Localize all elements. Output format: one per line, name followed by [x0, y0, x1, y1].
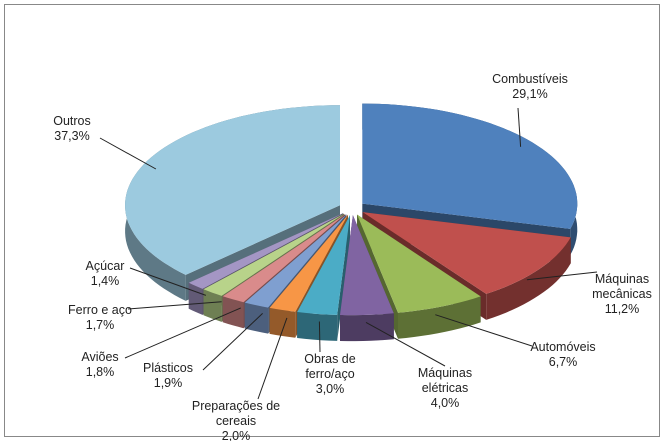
leader-line: [526, 271, 598, 281]
slice-top: [340, 215, 394, 316]
slice-name: Ferro e aço: [68, 303, 132, 317]
leader-line: [127, 301, 222, 310]
slice-value: 1,8%: [85, 365, 115, 379]
slice-label: Obras de ferro/aço 3,0%: [293, 352, 368, 397]
slice-label: Combustíveis 29,1%: [492, 72, 568, 102]
slice-top: [357, 214, 481, 313]
slice-value: 2,0%: [221, 429, 251, 441]
slice-value: 11,2%: [604, 302, 640, 316]
slice-value: 3,0%: [315, 382, 345, 396]
slice-name: Preparações de cereais: [191, 399, 281, 428]
slice-side: [486, 237, 571, 320]
leader-line: [365, 321, 446, 367]
slice-side: [398, 296, 481, 339]
slice-name: Automóveis: [530, 340, 596, 354]
slice-label: Aviões 1,8%: [81, 350, 118, 380]
leader-line: [435, 314, 533, 347]
slice-label: Plásticos 1,9%: [143, 361, 193, 391]
leader-line: [99, 137, 157, 170]
slice-label: Ferro e aço 1,7%: [68, 303, 132, 333]
slice-top: [222, 214, 346, 303]
slice-top: [269, 214, 348, 312]
slice-top: [244, 214, 347, 308]
slice-top: [188, 213, 344, 289]
slice-label: Outros 37,3%: [53, 114, 91, 144]
slice-top: [203, 213, 344, 296]
slice-value: 6,7%: [548, 355, 578, 369]
slice-label: Máquinas elétricas 4,0%: [410, 366, 480, 411]
pie-slice: [340, 215, 394, 342]
slice-side: [297, 312, 338, 341]
slice-label: Automóveis 6,7%: [530, 340, 595, 370]
leader-line: [202, 313, 263, 371]
leader-line: [318, 321, 321, 353]
slice-name: Plásticos: [142, 361, 194, 375]
leader-line: [517, 107, 522, 147]
slice-label: Máquinas mecânicas 11,2%: [586, 272, 658, 317]
slice-side: [340, 313, 394, 342]
slice-top: [297, 215, 350, 315]
slice-top: [125, 105, 340, 275]
slice-top: [362, 103, 578, 229]
slice-name: Açúcar: [85, 259, 125, 273]
slice-value: 4,0%: [430, 396, 460, 410]
slice-value: 1,4%: [90, 274, 120, 288]
slice-label: Açúcar 1,4%: [86, 259, 125, 289]
slice-value: 1,7%: [85, 318, 115, 332]
slice-name: Aviões: [81, 350, 119, 364]
slice-name: Máquinas mecânicas: [592, 272, 652, 301]
leader-line: [124, 307, 241, 359]
slice-value: 1,9%: [153, 376, 183, 390]
slice-side: [203, 289, 222, 322]
slice-label: Preparações de cereais 2,0%: [181, 399, 291, 441]
slice-name: Obras de ferro/aço: [304, 352, 356, 381]
pie-slice: [297, 215, 350, 341]
slice-value: 29,1%: [512, 87, 548, 101]
slice-side: [269, 307, 296, 338]
slice-side: [244, 302, 269, 334]
slice-name: Máquinas elétricas: [417, 366, 473, 395]
slice-name: Combustíveis: [492, 72, 568, 86]
slice-value: 37,3%: [54, 129, 90, 143]
leader-line: [129, 267, 207, 296]
slice-name: Outros: [53, 114, 91, 128]
slice-side: [222, 296, 244, 329]
slice-top: [362, 212, 571, 294]
leader-line: [257, 317, 288, 400]
